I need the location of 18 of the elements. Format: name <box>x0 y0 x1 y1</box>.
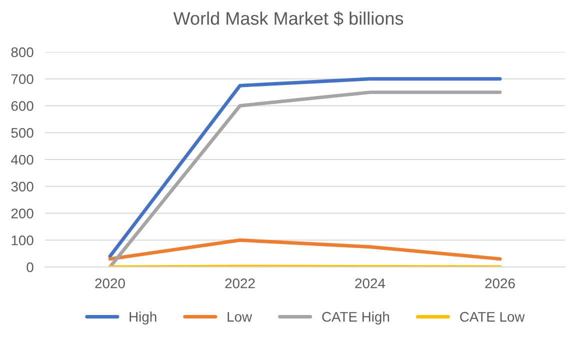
legend-label: Low <box>228 312 252 322</box>
x-tick-label: 2026 <box>485 278 515 288</box>
y-tick-label: 600 <box>11 101 34 111</box>
y-tick-label: 700 <box>11 74 34 84</box>
y-tick-label: 800 <box>11 47 34 58</box>
legend-label: High <box>130 312 156 324</box>
y-tick-label: 0 <box>26 262 34 272</box>
y-tick-label: 400 <box>11 154 34 165</box>
y-tick-label: 200 <box>11 208 34 218</box>
x-tick-label: 2022 <box>225 278 255 288</box>
legend-label: CATE High <box>322 312 390 324</box>
chart-title: World Mask Market $ billions <box>173 11 404 26</box>
legend-label: CATE Low <box>460 312 525 322</box>
y-tick-label: 100 <box>12 235 34 246</box>
y-tick-label: 500 <box>11 128 34 138</box>
x-tick-label: 2020 <box>95 278 125 288</box>
y-tick-label: 300 <box>11 182 34 192</box>
x-tick-label: 2024 <box>355 278 386 288</box>
